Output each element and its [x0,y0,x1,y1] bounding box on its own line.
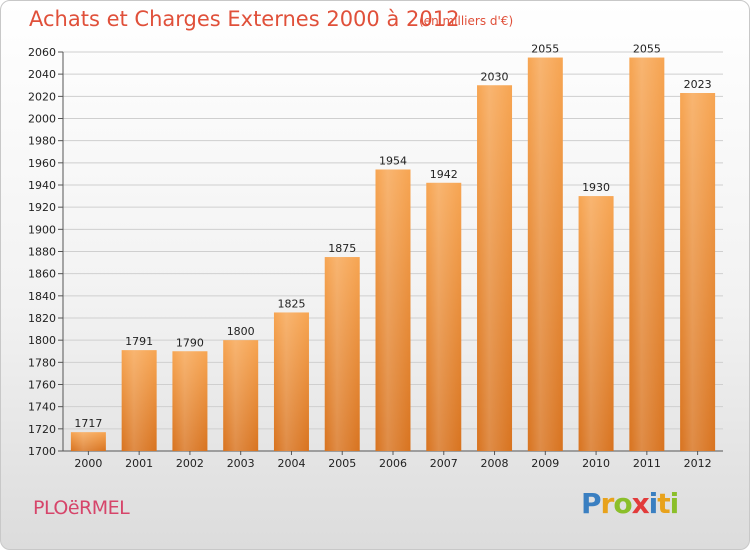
data-label-2003: 1800 [227,325,255,338]
data-label-2004: 1825 [277,297,305,310]
logo-letter: o [613,487,632,520]
bar-shine-2002 [172,351,208,451]
y-tick-label: 1780 [28,356,56,369]
x-tick-label-2001: 2001 [125,457,153,470]
bar-shine-2011 [629,57,665,452]
x-tick-label-2006: 2006 [379,457,407,470]
y-tick-label: 1920 [28,201,56,214]
y-tick-label: 1980 [28,135,56,148]
bar-shine-2010 [578,196,614,451]
bar-shine-2009 [527,57,563,452]
bar-shine-2008 [477,85,513,451]
y-tick-label: 1940 [28,179,56,192]
y-tick-label: 1800 [28,334,56,347]
y-tick-label: 1820 [28,312,56,325]
y-tick-label: 1880 [28,246,56,259]
bars [70,57,716,452]
x-tick-label-2004: 2004 [277,457,305,470]
bar-shine-2003 [223,340,259,451]
y-tick-label: 1960 [28,157,56,170]
data-label-2010: 1930 [582,181,610,194]
x-tick-label-2012: 2012 [684,457,712,470]
data-label-2005: 1875 [328,242,356,255]
x-tick-label-2009: 2009 [531,457,559,470]
y-tick-label: 1740 [28,401,56,414]
bar-shine-2004 [273,312,309,451]
bar-shine-2001 [121,350,157,451]
bar-shine-2007 [426,182,462,452]
data-label-2012: 2023 [684,78,712,91]
labels: 1700 1720 1740 1760 1780 1800 1820 1840 1860 1880… [28,43,712,470]
y-tick-label: 2020 [28,90,56,103]
x-tick-label-2003: 2003 [227,457,255,470]
bar-shine-2005 [324,257,360,451]
data-label-2009: 2055 [531,43,559,56]
data-label-2001: 1791 [125,335,153,348]
data-label-2002: 1790 [176,336,204,349]
y-tick-label: 1840 [28,290,56,303]
logo-letter: t [657,487,670,520]
x-tick-label-2005: 2005 [328,457,356,470]
y-tick-label: 1860 [28,268,56,281]
y-tick-label: 2000 [28,113,56,126]
logo-letter: x [631,487,650,520]
data-label-2006: 1954 [379,154,407,167]
y-tick-label: 1720 [28,423,56,436]
data-label-2007: 1942 [430,168,458,181]
chart-title: Achats et Charges Externes 2000 à 2012 [29,7,460,31]
logo-letter: i [669,487,680,520]
logo-letter: r [600,487,615,520]
bar-shine-2012 [680,93,716,451]
y-tick-label: 2060 [28,46,56,59]
x-tick-label-2007: 2007 [430,457,458,470]
proxiti-logo: Proxiti [581,487,680,520]
x-tick-label-2000: 2000 [74,457,102,470]
data-label-2000: 1717 [74,417,102,430]
x-tick-label-2002: 2002 [176,457,204,470]
chart-subtitle: (en milliers d'€) [419,14,514,28]
x-tick-label-2011: 2011 [633,457,661,470]
x-tick-label-2010: 2010 [582,457,610,470]
logo-letter: P [581,487,602,520]
y-tick-label: 2040 [28,68,56,81]
y-tick-label: 1760 [28,379,56,392]
y-tick-label: 1700 [28,445,56,458]
bar-shine-2006 [375,169,411,451]
city-name: PLOëRMEL [33,497,130,519]
bar-shine-2000 [70,432,106,451]
x-tick-label-2008: 2008 [481,457,509,470]
y-tick-label: 1900 [28,223,56,236]
data-label-2008: 2030 [481,70,509,83]
data-label-2011: 2055 [633,43,661,56]
logo-letter: i [648,487,659,520]
